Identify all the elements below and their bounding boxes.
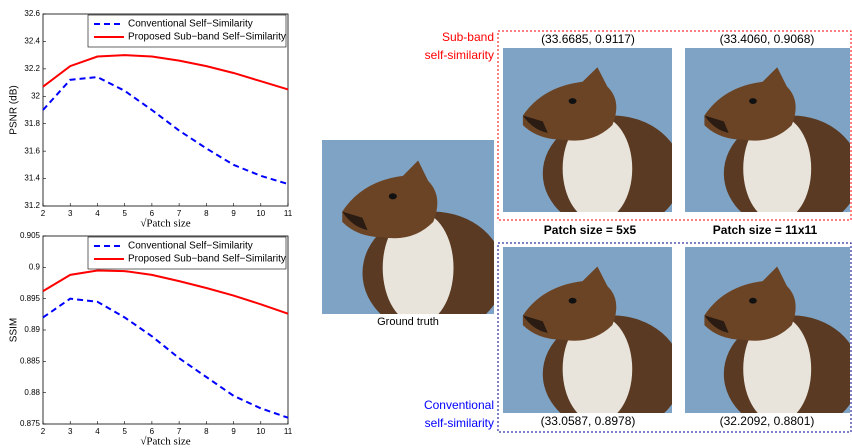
patch-label: Patch size = 11x11 xyxy=(713,223,818,237)
y-tick-label: 31.4 xyxy=(24,174,40,183)
x-tick-label: 11 xyxy=(284,427,293,436)
y-tick-label: 0.905 xyxy=(20,231,41,240)
y-tick-label: 0.875 xyxy=(20,419,41,428)
row-label: self-similarity xyxy=(425,416,494,430)
y-tick-label: 0.885 xyxy=(20,356,41,365)
x-tick-label: 9 xyxy=(231,209,236,218)
x-tick-label: 5 xyxy=(122,427,127,436)
x-tick-label: 10 xyxy=(256,209,265,218)
x-tick-label: 8 xyxy=(204,209,209,218)
y-tick-label: 0.89 xyxy=(24,325,40,334)
y-tick-label: 32.2 xyxy=(24,64,40,73)
x-axis-label: √Patch size xyxy=(140,218,190,230)
x-tick-label: 5 xyxy=(122,209,127,218)
legend-label: Conventional Self−Similarity xyxy=(128,241,253,252)
x-tick-label: 8 xyxy=(204,427,209,436)
y-tick-label: 32 xyxy=(31,91,40,100)
caption: Ground truth xyxy=(377,316,439,328)
y-tick-label: 0.895 xyxy=(20,294,41,303)
x-tick-label: 11 xyxy=(284,209,293,218)
y-tick-label: 32.6 xyxy=(24,9,40,18)
legend-label: Proposed Sub−band Self−Similarity xyxy=(128,254,286,265)
y-tick-label: 32.4 xyxy=(24,37,40,46)
x-tick-label: 3 xyxy=(68,427,73,436)
result-images xyxy=(503,48,852,433)
x-tick-label: 4 xyxy=(95,209,100,218)
score: (32.2092, 0.8801) xyxy=(720,414,815,428)
x-axis-label: √Patch size xyxy=(140,436,190,448)
row-label: Conventional xyxy=(424,398,494,412)
x-tick-label: 2 xyxy=(41,427,46,436)
y-tick-label: 31.8 xyxy=(24,119,40,128)
legend-label: Conventional Self−Similarity xyxy=(128,19,253,30)
y-axis-label: SSIM xyxy=(9,318,20,342)
x-tick-label: 2 xyxy=(41,209,46,218)
patch-label: Patch size = 5x5 xyxy=(544,223,637,237)
legend-label: Proposed Sub−band Self−Similarity xyxy=(128,32,286,43)
x-tick-label: 3 xyxy=(68,209,73,218)
row-label: self-similarity xyxy=(425,48,494,62)
y-tick-label: 0.9 xyxy=(29,262,41,271)
y-tick-label: 31.6 xyxy=(24,146,40,155)
figure: Ground truth Sub-band self-similarity Co… xyxy=(0,0,852,448)
ground-truth-image xyxy=(322,140,504,334)
score: (33.6685, 0.9117) xyxy=(541,32,635,46)
y-tick-label: 31.2 xyxy=(24,201,40,210)
x-tick-label: 9 xyxy=(231,427,236,436)
y-axis-label: PSNR (dB) xyxy=(9,85,20,134)
x-tick-label: 4 xyxy=(95,427,100,436)
score: (33.4060, 0.9068) xyxy=(720,32,815,46)
x-tick-label: 10 xyxy=(256,427,265,436)
y-tick-label: 0.88 xyxy=(24,388,40,397)
score: (33.0587, 0.8978) xyxy=(541,414,636,428)
row-label: Sub-band xyxy=(442,30,494,44)
